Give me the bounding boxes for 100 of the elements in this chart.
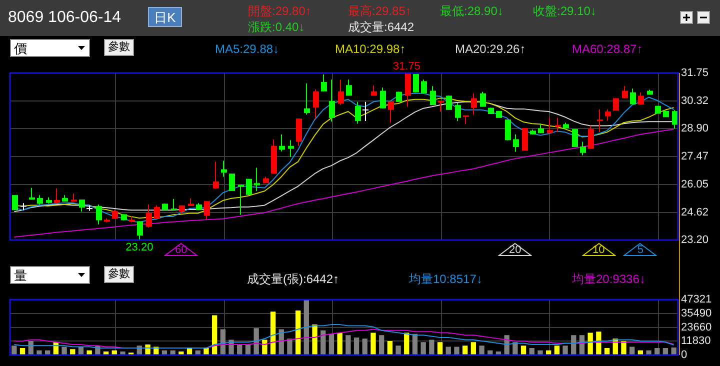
- candlestick: [572, 128, 578, 148]
- bar: [420, 342, 426, 354]
- bar: [328, 334, 334, 354]
- bar: [454, 346, 460, 354]
- bar: [671, 347, 676, 354]
- bar: [520, 346, 526, 354]
- candlestick: [355, 101, 361, 124]
- candlestick: [221, 160, 227, 178]
- bar: [546, 350, 552, 354]
- candlestick: [555, 117, 561, 133]
- candlestick: [204, 200, 210, 220]
- bar: [120, 351, 126, 354]
- bar: [86, 350, 92, 354]
- bar: [20, 348, 26, 354]
- y-tick-label: 30.32: [681, 94, 709, 107]
- candlestick: [388, 100, 394, 124]
- candlestick: [37, 194, 43, 205]
- bar: [270, 312, 276, 354]
- candlestick: [304, 83, 310, 116]
- bar: [646, 350, 652, 354]
- candlestick: [213, 161, 219, 189]
- text: 5: [637, 244, 644, 256]
- select-field: 量: [10, 266, 90, 284]
- bar: [112, 350, 117, 354]
- candlestick: [313, 88, 319, 120]
- bar: [12, 346, 17, 354]
- bar: [304, 300, 310, 354]
- y-tick-label: 11830: [681, 335, 711, 348]
- chart-title: 8069 106-06-14: [8, 9, 121, 27]
- candlestick: [446, 95, 452, 110]
- candlestick: [229, 173, 235, 192]
- candlestick: [588, 125, 594, 150]
- bar: [662, 348, 668, 354]
- candlestick: [547, 117, 553, 134]
- candlestick: [12, 194, 18, 211]
- button: 日K: [148, 7, 182, 27]
- bar: [446, 346, 451, 354]
- bar: [36, 350, 42, 354]
- candlestick: [54, 188, 60, 204]
- candlestick: [362, 101, 369, 122]
- candlestick: [321, 74, 327, 92]
- bar: [387, 340, 393, 354]
- bar: [103, 351, 109, 354]
- text: 31.75: [392, 60, 420, 73]
- bar: [604, 348, 610, 354]
- bar: [145, 344, 150, 354]
- candlestick: [329, 79, 335, 122]
- bar: [512, 342, 518, 354]
- bar: [346, 335, 351, 354]
- bar: [70, 349, 76, 354]
- text: MA60:28.87↑: [572, 42, 643, 56]
- bar: [287, 338, 292, 354]
- bar: [654, 348, 660, 354]
- bar: [362, 338, 368, 354]
- y-tick-label: 23.20: [681, 234, 709, 246]
- candlestick: [522, 128, 528, 152]
- bar: [538, 350, 543, 354]
- candlestick: [254, 167, 260, 192]
- bar: [237, 344, 242, 354]
- candlestick: [597, 108, 603, 133]
- bar: [44, 350, 50, 354]
- text: 均量20:9336↓: [572, 272, 646, 286]
- bar: [295, 310, 301, 354]
- candlestick: [622, 86, 628, 99]
- bar: [562, 346, 568, 354]
- bar: [178, 351, 184, 354]
- bar: [220, 329, 226, 354]
- candlestick: [346, 79, 352, 96]
- bar: [320, 330, 326, 354]
- bar: [195, 350, 200, 354]
- y-tick-label: 24.62: [681, 206, 709, 218]
- text: 收盤:29.10↓: [533, 4, 596, 18]
- candlestick: [638, 92, 644, 105]
- y-tick-label: 47321: [681, 294, 712, 306]
- candlestick: [246, 178, 252, 196]
- text: 23.20: [126, 242, 154, 254]
- bar: [529, 348, 534, 354]
- bar: [337, 332, 342, 354]
- bar: [212, 315, 218, 354]
- bar: [262, 340, 268, 354]
- candlestick: [238, 184, 244, 216]
- bar: [170, 350, 176, 354]
- candlestick: [605, 108, 611, 121]
- bar: [354, 337, 360, 354]
- bar: [204, 348, 209, 354]
- y-tick-label: 31.75: [681, 67, 709, 80]
- candlestick: [380, 87, 386, 109]
- bar: [629, 346, 635, 354]
- candlestick: [630, 88, 636, 105]
- bar: [254, 328, 259, 354]
- candlestick: [580, 141, 586, 156]
- bar: [404, 332, 410, 354]
- candlestick: [405, 72, 411, 108]
- text: 漲跌:0.40↓: [248, 20, 305, 34]
- candlestick: [288, 140, 294, 158]
- candlestick: [480, 91, 486, 108]
- candlestick: [154, 204, 160, 220]
- y-tick-label: 23660: [681, 321, 712, 334]
- candlestick: [279, 134, 285, 152]
- bar: [437, 342, 443, 354]
